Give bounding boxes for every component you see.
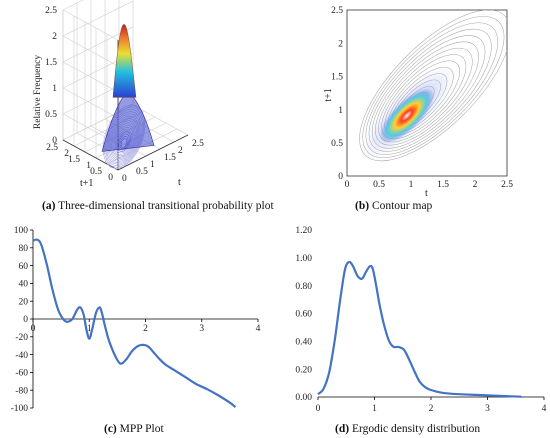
caption-b-letter: (b) [355, 200, 370, 212]
panel-c-mpp-plot: 100 80 60 40 20 0 -20 -40 -60 -80 -100 0 1 2 3 4 [0, 218, 275, 418]
a-t-tick-label: 1.5 [164, 153, 176, 163]
c-y-tick-label: -20 [15, 333, 28, 343]
c-x-tick-label: 1 [87, 324, 92, 334]
contour-peak [379, 88, 435, 143]
caption-c-text: MPP Plot [116, 423, 164, 435]
b-x-tick-label: 1 [409, 180, 414, 190]
a-t1-tick-label: 0.5 [90, 167, 102, 177]
a-z-tick-label: 2.5 [45, 6, 57, 16]
caption-d-text: Ergodic density distribution [349, 423, 481, 435]
b-y-tick-label: 1.5 [331, 73, 343, 83]
b-x-tick-label: 0.5 [373, 180, 385, 190]
caption-d: (d) Ergodic density distribution [335, 423, 480, 435]
c-y-tick-label: 20 [19, 297, 29, 307]
d-y-tick-label: 0.00 [295, 393, 312, 403]
a-grid-line [62, 35, 119, 67]
b-xlabel: t [425, 188, 428, 199]
c-y-tick-label: 60 [19, 262, 29, 272]
a-t1-tick-label: 0 [108, 173, 113, 183]
c-y-tick-label: 80 [19, 244, 29, 254]
panel-a-surface-plot: 0 0.5 1 1.5 2 2.5 0 0.5 1 1.5 2 2.5 0 0.5 1 1.5 2 2.5 Rel… [0, 0, 275, 195]
c-y-tick-label: 0 [23, 315, 28, 325]
a-surface-peak [112, 24, 137, 98]
b-x-tick-label: 0 [345, 180, 350, 190]
panel-b-contour-map: 0 0.5 1 1.5 2 2.5 0 0.5 1 1.5 2 2.5 t t+1 [305, 0, 550, 200]
a-zlabel: Relative Frequency [33, 55, 43, 129]
d-y-tick-label: 1.20 [295, 226, 312, 236]
b-x-tick-label: 1.5 [437, 180, 449, 190]
caption-c: (c) MPP Plot [104, 423, 164, 435]
a-t1-tick-label: 1.5 [68, 155, 80, 165]
a-z-tick-label: 0 [52, 136, 57, 146]
surface-3d-chart: 00.511.522.500.511.522.500.511.522.5 Rel… [33, 0, 204, 189]
a-t-axis [117, 134, 189, 171]
d-y-tick-label: 0.20 [295, 365, 312, 375]
b-y-tick-label: 1 [338, 106, 343, 116]
d-y-tick-label: 0.80 [295, 282, 312, 292]
d-x-tick-label: 1 [372, 404, 377, 414]
d-y-tick-label: 0.60 [295, 310, 312, 320]
b-ylabel: t+1 [323, 88, 334, 101]
d-series-line [317, 260, 522, 398]
caption-a: (a) Three-dimensional transitional proba… [42, 200, 274, 212]
caption-b-text: Contour map [369, 200, 433, 212]
c-y-tick-label: 100 [14, 226, 29, 236]
a-grid-line [62, 9, 119, 41]
a-t-tick-label: 0.5 [136, 167, 148, 177]
a-z-tick-label: 1 [52, 84, 57, 94]
c-x-tick-label: 2 [143, 324, 148, 334]
b-y-tick-label: 0 [338, 172, 343, 182]
c-x-tick-label: 3 [199, 324, 204, 334]
d-y-tick-label: 1.00 [295, 254, 312, 264]
a-t-tick-label: 0 [122, 174, 127, 184]
c-y-tick-label: -40 [15, 351, 28, 361]
c-series-line [32, 238, 237, 408]
a-grid-line [62, 87, 119, 119]
panel-d-ergodic-density: 1.20 1.00 0.80 0.60 0.40 0.20 0.00 0 1 2 3 4 [280, 218, 550, 418]
a-t-tick-label: 2.5 [192, 139, 204, 149]
a-t1-tick-label: 2.5 [46, 143, 58, 153]
caption-d-letter: (d) [335, 423, 350, 435]
c-y-tick-label: -100 [11, 404, 29, 414]
b-y-tick-label: 0.5 [331, 139, 343, 149]
b-y-tick-label: 2 [338, 39, 343, 49]
a-xlabel: t [178, 177, 181, 188]
c-x-tick-label: 0 [31, 324, 36, 334]
c-y-tick-label: -60 [15, 369, 28, 379]
a-z-tick-label: 2 [52, 32, 57, 42]
a-t-tick-label: 2 [178, 146, 183, 156]
a-t1-tick-label: 2 [64, 149, 69, 159]
a-grid-line [132, 104, 189, 136]
d-y-tick-label: 0.40 [295, 338, 312, 348]
a-grid-line [62, 61, 119, 93]
d-x-tick-label: 4 [542, 404, 547, 414]
d-x-tick-label: 2 [429, 404, 434, 414]
ergodic-density-line-chart: 1.20 1.00 0.80 0.60 0.40 0.20 0.00 0 1 2 3 4 [295, 226, 547, 414]
a-t1-tick-label: 1 [86, 161, 91, 171]
c-y-tick-label: 40 [19, 280, 29, 290]
a-ylabel: t+1 [80, 178, 93, 189]
c-y-tick-label: -80 [15, 386, 28, 396]
caption-a-letter: (a) [42, 200, 56, 212]
b-y-tick-label: 2.5 [331, 6, 343, 16]
a-z-tick-label: 1.5 [45, 58, 57, 68]
a-z-tick-label: 0.5 [45, 110, 57, 120]
b-x-tick-label: 2.5 [501, 180, 513, 190]
caption-a-text: Three-dimensional transitional probabili… [55, 200, 274, 212]
c-x-tick-label: 4 [256, 324, 261, 334]
b-x-tick-label: 2 [473, 180, 478, 190]
d-x-tick-label: 0 [316, 404, 321, 414]
d-x-tick-label: 3 [485, 404, 490, 414]
caption-c-letter: (c) [104, 423, 117, 435]
a-grid-line [62, 0, 84, 11]
contour-chart: 0 0.5 1 1.5 2 2.5 0 0.5 1 1.5 2 2.5 t t+1 [323, 6, 513, 199]
a-t-tick-label: 1 [150, 160, 155, 170]
a-grid-line [62, 0, 134, 37]
caption-b: (b) Contour map [355, 200, 432, 212]
